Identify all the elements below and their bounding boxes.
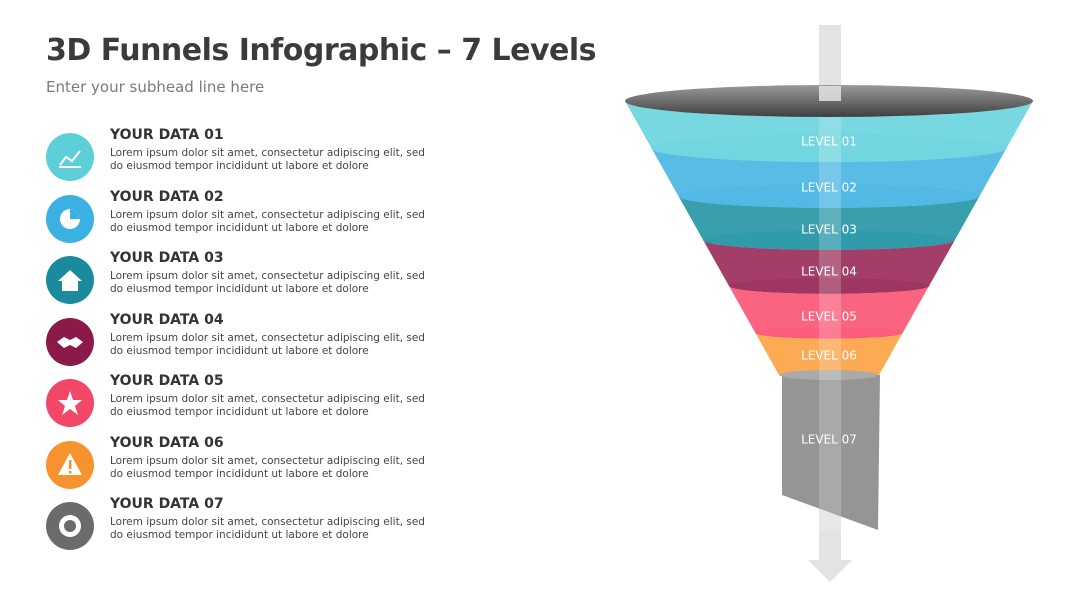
item-title: YOUR DATA 05 (110, 373, 224, 389)
funnel-spout (782, 375, 880, 530)
icon-glyph (58, 270, 82, 291)
arrow-top (819, 86, 841, 101)
item-text: do eiusmod tempor incididunt ut labore e… (110, 160, 369, 172)
item-text: Lorem ipsum dolor sit amet, consectetur … (110, 270, 425, 282)
spout-rim (780, 370, 878, 380)
subtitle: Enter your subhead line here (46, 78, 265, 96)
item-text: do eiusmod tempor incididunt ut labore e… (110, 283, 369, 295)
list-item: YOUR DATA 06 Lorem ipsum dolor sit amet, … (46, 435, 526, 491)
arrow-head (808, 560, 852, 582)
item-icon (46, 379, 94, 427)
item-text: do eiusmod tempor incididunt ut labore e… (110, 406, 369, 418)
item-text: Lorem ipsum dolor sit amet, consectetur … (110, 331, 425, 344)
funnel-level (755, 333, 903, 379)
level-rim (728, 278, 930, 294)
item-title: YOUR DATA 07 (110, 496, 224, 512)
level-rim (703, 230, 955, 250)
level-label: LEVEL 05 (801, 310, 857, 324)
item-title: YOUR DATA 02 (110, 188, 224, 205)
item-title: YOUR DATA 03 (110, 250, 224, 266)
level-rim (651, 134, 1007, 162)
item-icon (46, 194, 94, 243)
item-title: YOUR DATA 04 (110, 311, 224, 328)
item-text: do eiusmod tempor incididunt ut labore e… (110, 221, 369, 234)
list-item: YOUR DATA 01 Lorem ipsum dolor sit amet, … (46, 127, 526, 183)
icon-glyph (57, 336, 83, 348)
level-label: LEVEL 04 (801, 265, 857, 279)
level-label: LEVEL 02 (801, 181, 857, 195)
level-label: LEVEL 01 (801, 135, 857, 149)
item-icon (46, 317, 94, 366)
item-text: do eiusmod tempor incididunt ut labore e… (110, 344, 369, 357)
item-text: do eiusmod tempor incididunt ut labore e… (110, 467, 369, 480)
item-text: Lorem ipsum dolor sit amet, consectetur … (110, 147, 425, 159)
list-item: YOUR DATA 07 Lorem ipsum dolor sit amet, … (46, 496, 526, 552)
funnel-level (728, 286, 930, 339)
icon-glyph (60, 208, 80, 229)
icon-glyph (58, 391, 82, 415)
item-text: do eiusmod tempor incididunt ut labore e… (110, 529, 369, 541)
list-item: YOUR DATA 02 Lorem ipsum dolor sit amet, … (46, 189, 526, 245)
level-label: LEVEL 06 (801, 349, 857, 363)
item-text: Lorem ipsum dolor sit amet, consectetur … (110, 393, 425, 405)
item-icon (46, 502, 94, 550)
icon-glyph (59, 515, 81, 537)
item-text: Lorem ipsum dolor sit amet, consectetur … (110, 516, 425, 528)
item-text: Lorem ipsum dolor sit amet, consectetur … (110, 454, 425, 467)
level-rim (755, 327, 903, 339)
item-icon (46, 133, 94, 181)
level-label: LEVEL 07 (801, 433, 857, 447)
item-text: Lorem ipsum dolor sit amet, consectetur … (110, 208, 425, 221)
icon-glyph (59, 150, 81, 168)
item-title: YOUR DATA 06 (110, 434, 224, 451)
item-title: YOUR DATA 01 (110, 127, 224, 143)
list-item: YOUR DATA 03 Lorem ipsum dolor sit amet, … (46, 250, 526, 306)
arrow-overlay (819, 101, 841, 531)
list-item: YOUR DATA 05 Lorem ipsum dolor sit amet, … (46, 373, 526, 429)
list-item: YOUR DATA 04 Lorem ipsum dolor sit amet, … (46, 312, 526, 368)
level-rim (678, 184, 980, 208)
level-label: LEVEL 03 (801, 223, 857, 237)
title: 3D Funnels Infographic – 7 Levels (46, 33, 597, 68)
item-icon (46, 256, 94, 304)
icon-glyph (58, 452, 82, 475)
item-icon (46, 440, 94, 489)
